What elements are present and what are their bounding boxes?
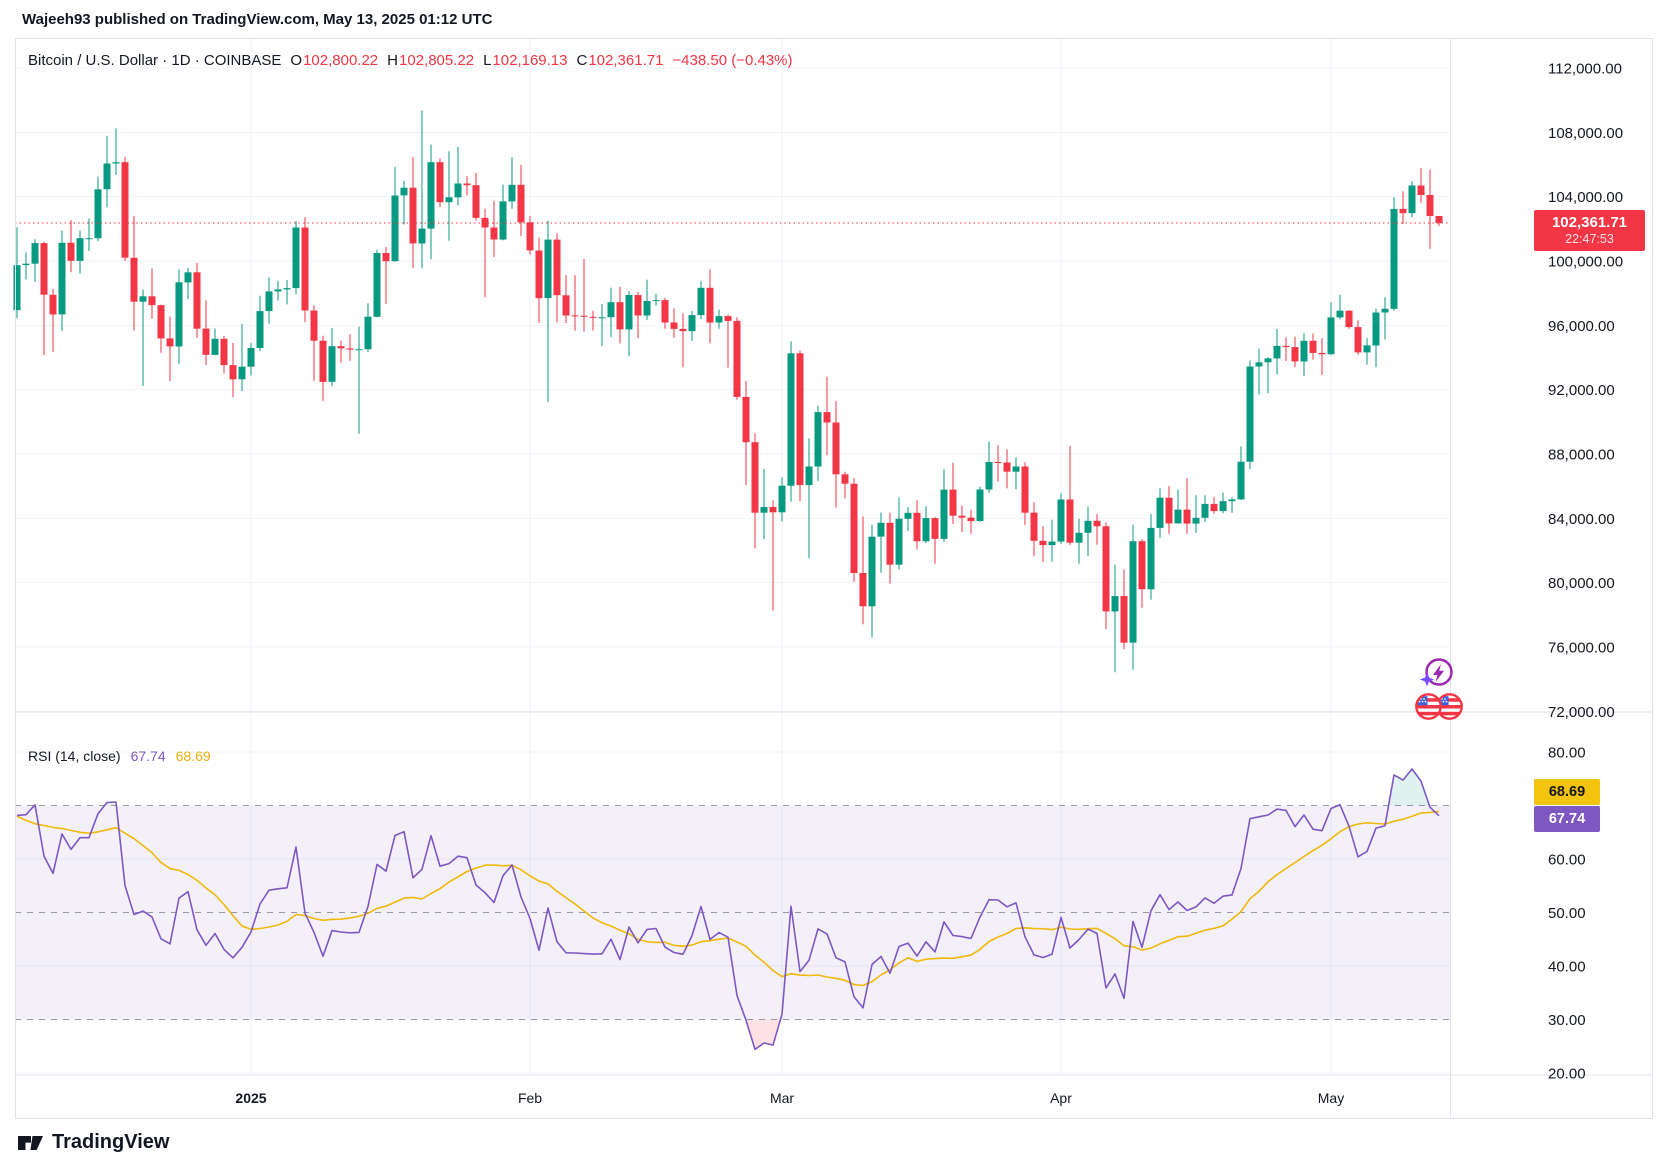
sparkle-icon bbox=[1420, 672, 1434, 687]
rsi-ma-badge: 68.69 bbox=[1534, 779, 1600, 805]
price-axis-tick[interactable]: 88,000.00 bbox=[1548, 447, 1615, 464]
rsi-axis-tick[interactable]: 20.00 bbox=[1548, 1066, 1586, 1083]
widget-border bbox=[15, 38, 1653, 1119]
grid-lines bbox=[15, 38, 1450, 1075]
price-axis-tick[interactable]: 112,000.00 bbox=[1548, 61, 1622, 78]
axis-labels: 112,000.00 108,000.00 104,000.00 100,000.00… bbox=[235, 61, 1623, 1107]
time-axis-label[interactable]: May bbox=[1318, 1090, 1344, 1106]
low-value: 102,169.13 bbox=[492, 52, 568, 69]
high-value: 102,805.22 bbox=[399, 52, 475, 69]
time-axis-label[interactable]: Apr bbox=[1050, 1090, 1072, 1106]
symbol-description[interactable]: Bitcoin / U.S. Dollar · 1D · COINBASE bbox=[28, 52, 282, 69]
price-axis-tick[interactable]: 84,000.00 bbox=[1548, 511, 1615, 528]
lightning-icon bbox=[1433, 664, 1444, 682]
us-flag-icon bbox=[1436, 693, 1463, 720]
price-axis-tick[interactable]: 100,000.00 bbox=[1548, 254, 1623, 271]
time-axis-label[interactable]: Mar bbox=[770, 1090, 794, 1106]
rsi-axis-tick[interactable]: 50.00 bbox=[1548, 905, 1586, 922]
time-axis-label[interactable]: Feb bbox=[518, 1090, 542, 1106]
low-label: L bbox=[483, 52, 492, 69]
rsi-axis-tick[interactable]: 60.00 bbox=[1548, 852, 1586, 869]
us-flag-icon bbox=[1415, 693, 1442, 720]
attribution-text: Wajeeh93 published on TradingView.com, M… bbox=[22, 11, 493, 28]
rsi-band bbox=[15, 805, 1450, 1020]
rsi-ma-value: 68.69 bbox=[175, 748, 211, 764]
price-axis-tick[interactable]: 108,000.00 bbox=[1548, 125, 1623, 142]
rsi-line bbox=[16, 768, 1440, 1051]
rsi-value: 67.74 bbox=[130, 748, 166, 764]
last-price-badge: 102,361.71 22:47:53 bbox=[1534, 210, 1645, 251]
close-label: C bbox=[576, 52, 588, 69]
tradingview-logo-text: TradingView bbox=[52, 1131, 170, 1153]
rsi-axis-tick[interactable]: 30.00 bbox=[1548, 1012, 1586, 1029]
rsi-axis-tick[interactable]: 80.00 bbox=[1548, 745, 1586, 762]
ai-event-icon[interactable] bbox=[1420, 658, 1453, 687]
price-axis-tick[interactable]: 80,000.00 bbox=[1548, 575, 1615, 592]
last-price: 102,361.71 bbox=[1551, 214, 1628, 231]
open-label: O bbox=[290, 52, 303, 69]
tradingview-logo[interactable]: TradingView bbox=[17, 1129, 169, 1156]
price-axis-tick[interactable]: 96,000.00 bbox=[1548, 318, 1615, 335]
candlestick-series bbox=[13, 110, 1443, 673]
rsi-params: (14, close) bbox=[55, 748, 121, 764]
price-axis-tick[interactable]: 72,000.00 bbox=[1548, 704, 1615, 721]
price-axis-tick[interactable]: 92,000.00 bbox=[1548, 382, 1615, 399]
rsi-axis-tick[interactable]: 40.00 bbox=[1548, 959, 1586, 976]
bar-countdown: 22:47:53 bbox=[1565, 232, 1614, 246]
change-value: −438.50 (−0.43%) bbox=[672, 52, 793, 69]
us-economic-events-icon[interactable] bbox=[1415, 693, 1463, 720]
high-label: H bbox=[387, 52, 398, 69]
rsi-title: RSI bbox=[28, 748, 52, 764]
price-axis-tick[interactable]: 104,000.00 bbox=[1548, 189, 1623, 206]
tradingview-logo-icon bbox=[18, 1136, 43, 1150]
close-value: 102,361.71 bbox=[588, 52, 664, 69]
time-axis-label[interactable]: 2025 bbox=[235, 1090, 266, 1106]
rsi-value-badge: 67.74 bbox=[1534, 806, 1600, 832]
price-axis-tick[interactable]: 76,000.00 bbox=[1548, 640, 1615, 657]
open-value: 102,800.22 bbox=[303, 52, 379, 69]
rsi-legend[interactable]: RSI (14, close) 67.74 68.69 bbox=[28, 748, 211, 764]
